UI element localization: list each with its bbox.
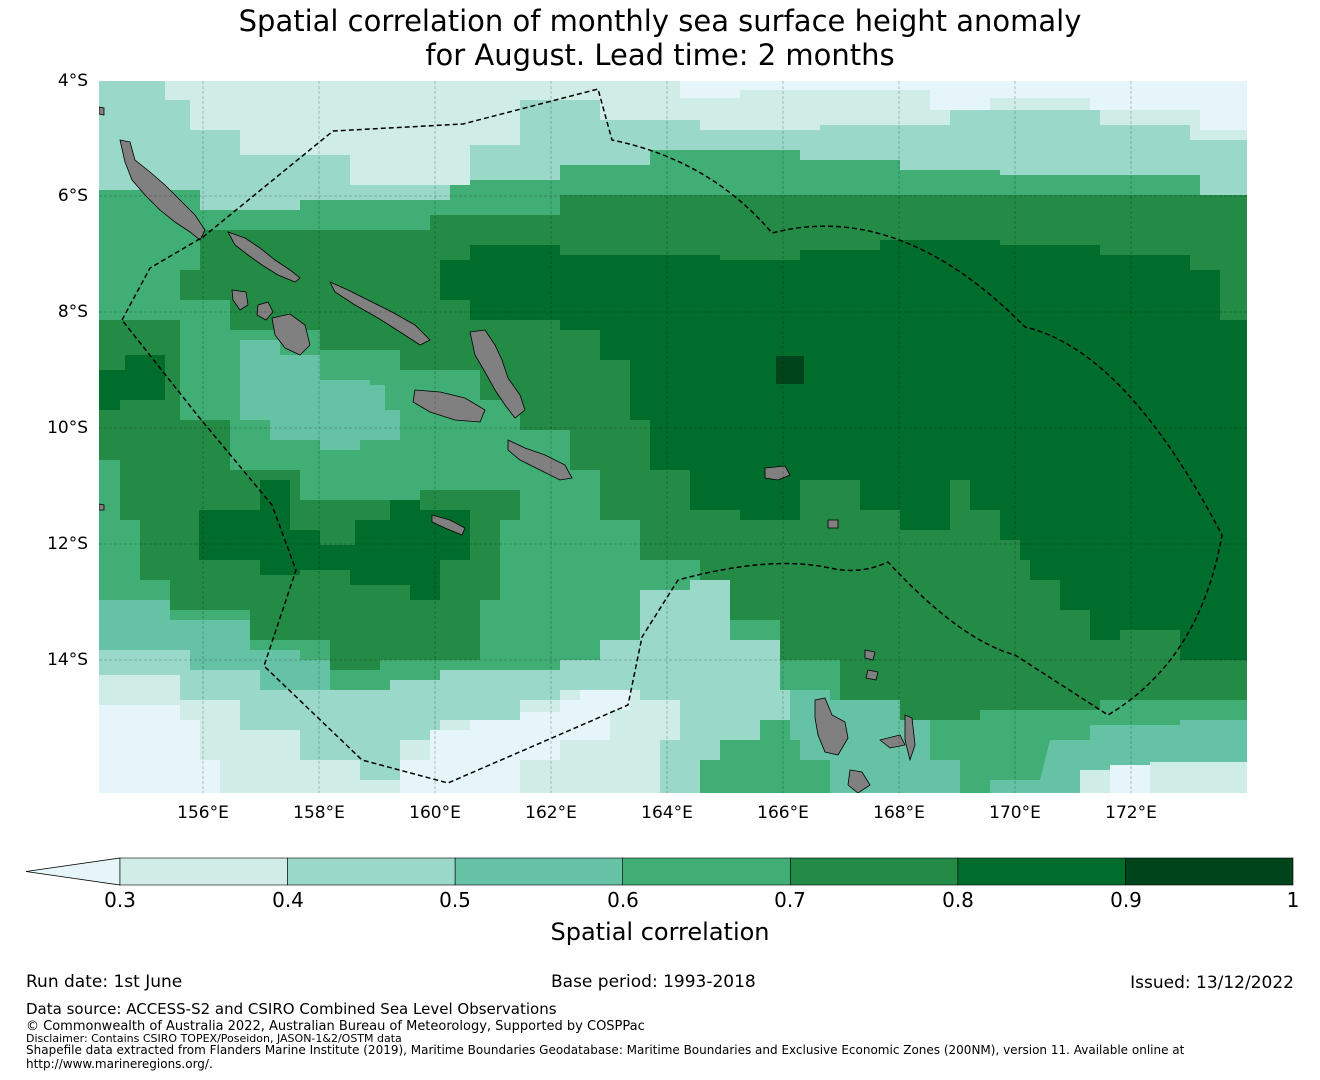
rennell-island	[431, 514, 466, 536]
colorbar-tick-0.7: 0.7	[774, 888, 806, 912]
corr-region-southeast-palest	[1110, 765, 1150, 793]
map-title-line-2: for August. Lead time: 2 months	[425, 38, 895, 72]
corr-region-south-palest	[99, 705, 220, 793]
lon-label-156e: 156°E	[177, 803, 229, 823]
colorbar-segment	[622, 857, 791, 886]
temotu-islet	[827, 519, 839, 529]
corr-region-south-pale	[99, 675, 680, 793]
colorbar-segment	[1125, 857, 1294, 886]
colorbar-tick-0.3: 0.3	[104, 888, 136, 912]
issued-date: Issued: 13/12/2022	[1130, 973, 1294, 993]
colorbar-segment	[287, 857, 456, 886]
colorbar-tick-1: 1	[1286, 888, 1300, 912]
lon-label-170e: 170°E	[989, 803, 1041, 823]
corr-region-06-central	[240, 340, 400, 450]
lon-label-162e: 162°E	[525, 803, 577, 823]
corr-region-08-east	[440, 240, 1247, 660]
disclaimer: Disclaimer: Contains CSIRO TOPEX/Poseido…	[26, 1032, 402, 1045]
lat-label-8s: 8°S	[57, 302, 88, 322]
colorbar-label: Spatial correlation	[550, 918, 770, 946]
santa-cruz-island	[764, 465, 791, 481]
maewo-island	[904, 714, 916, 762]
colorbar-segment	[789, 857, 959, 886]
malekula-island	[879, 734, 906, 749]
map-title-line-1: Spatial correlation of monthly sea surfa…	[238, 4, 1082, 38]
lon-label-164e: 164°E	[641, 803, 693, 823]
marineregions-url: http://www.marineregions.org/.	[26, 1057, 213, 1071]
lat-label-10s: 10°S	[47, 418, 88, 438]
copyright-notice: © Commonwealth of Australia 2022, Austra…	[26, 1019, 645, 1034]
colorbar-segment	[119, 857, 288, 886]
ambrym-island	[847, 769, 871, 793]
eez-boundary	[121, 88, 1223, 784]
corr-region-south-palest-2	[400, 690, 630, 793]
lat-label-12s: 12°S	[47, 534, 88, 554]
lon-label-172e: 172°E	[1105, 803, 1157, 823]
santa-isabel-island	[329, 281, 431, 346]
corr-region-north-palest	[680, 81, 1247, 130]
colorbar-tick-0.8: 0.8	[942, 888, 974, 912]
kolombangara-island	[256, 301, 274, 321]
lat-label-14s: 14°S	[47, 650, 88, 670]
map-area	[99, 81, 1247, 793]
corr-region-06-southwest	[99, 600, 330, 700]
banks-islands	[865, 669, 879, 681]
corr-region-08-west	[99, 355, 165, 410]
colorbar-tick-0.4: 0.4	[272, 888, 304, 912]
corr-region-08-south	[199, 480, 470, 600]
lat-label-6s: 6°S	[57, 186, 88, 206]
colorbar-tick-0.9: 0.9	[1110, 888, 1142, 912]
colorbar	[25, 857, 1294, 886]
lon-label-168e: 168°E	[873, 803, 925, 823]
shapefile-credit: Shapefile data extracted from Flanders M…	[26, 1043, 1185, 1057]
bougainville-island	[119, 139, 206, 241]
vella-lavella-island	[271, 313, 311, 356]
lon-label-166e: 166°E	[757, 803, 809, 823]
espiritu-santo-island	[814, 697, 849, 756]
colorbar-segment	[454, 857, 624, 886]
choiseul-island	[227, 231, 301, 283]
graticule	[99, 81, 1247, 793]
land-masses	[99, 106, 916, 793]
guadalcanal-island	[412, 389, 486, 423]
colorbar-tick-0.5: 0.5	[439, 888, 471, 912]
lon-label-160e: 160°E	[409, 803, 461, 823]
lon-label-158e: 158°E	[293, 803, 345, 823]
makira-island	[507, 439, 573, 481]
colorbar-segment	[957, 857, 1126, 886]
new-georgia-island	[231, 289, 249, 311]
ontong-java-islet	[99, 503, 105, 511]
run-date: Run date: 1st June	[26, 972, 183, 992]
torres-islands	[864, 649, 876, 661]
colorbar-tick-0.6: 0.6	[607, 888, 639, 912]
colorbar-extend-arrow	[25, 857, 121, 886]
data-source: Data source: ACCESS-S2 and CSIRO Combine…	[26, 1000, 557, 1018]
correlation-field	[99, 81, 1247, 793]
corr-region-09	[776, 356, 804, 384]
lat-label-4s: 4°S	[57, 71, 88, 91]
malaita-island	[469, 329, 526, 419]
base-period: Base period: 1993-2018	[551, 972, 756, 992]
shortland-islet	[99, 106, 105, 116]
